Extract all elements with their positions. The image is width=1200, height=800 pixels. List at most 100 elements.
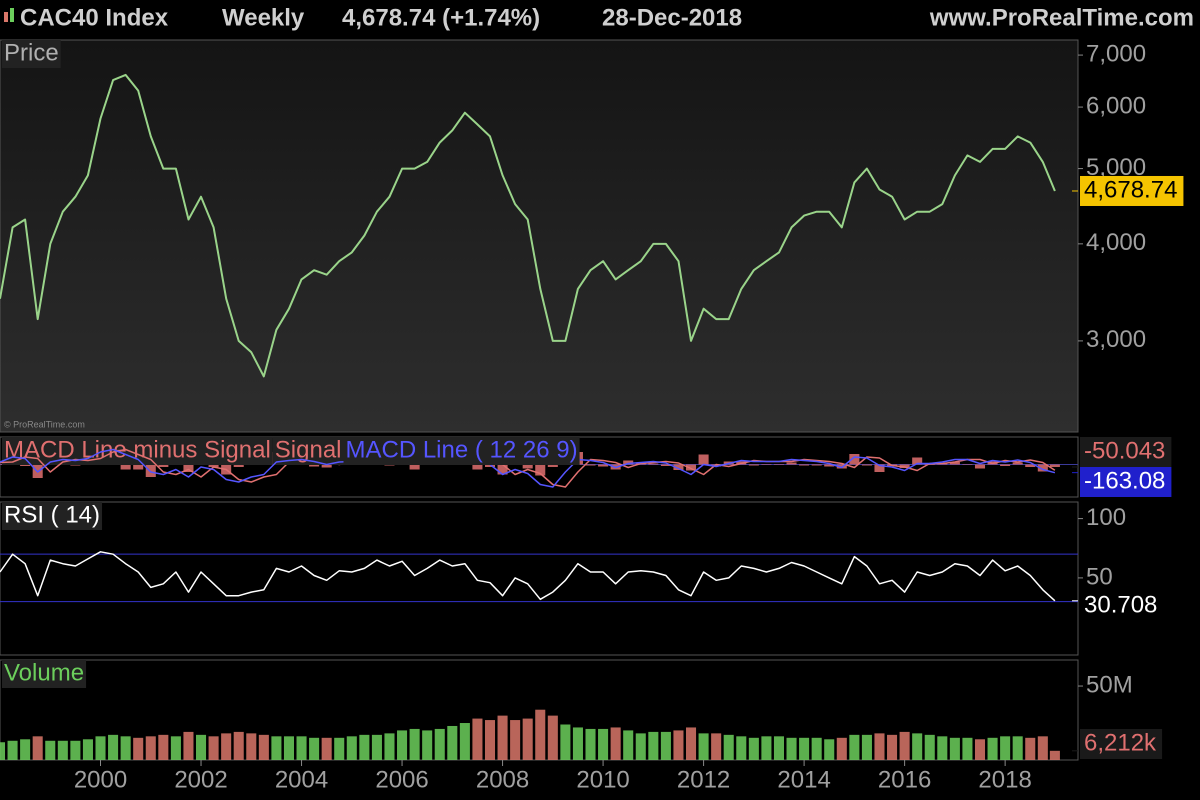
panel: 50M Volume 6,212k — [0, 659, 1163, 760]
y-tick-label: 50M — [1086, 671, 1133, 698]
legend-bg — [343, 437, 580, 465]
bar — [1037, 736, 1048, 760]
bar — [887, 734, 898, 760]
bar — [799, 737, 810, 760]
bar — [711, 733, 722, 760]
bar — [861, 734, 872, 760]
bar — [572, 727, 583, 760]
y-tick-label: 100 — [1086, 504, 1126, 531]
series-line — [0, 73, 1056, 378]
bar — [773, 736, 784, 760]
bar — [974, 739, 986, 760]
bar — [836, 737, 847, 760]
bar — [849, 454, 860, 465]
legend-bg — [2, 40, 61, 68]
bar — [522, 718, 533, 760]
rsi-panel — [0, 501, 1079, 656]
y-tick-label: 3,000 — [1086, 326, 1146, 353]
bar — [120, 464, 131, 470]
legend-label: RSI ( 14) — [4, 501, 100, 528]
bar — [497, 464, 508, 475]
bar — [1049, 464, 1060, 468]
bar — [271, 736, 282, 760]
bar — [221, 733, 232, 760]
legend-label: Volume — [4, 659, 84, 686]
instrument: CAC40 Index — [20, 4, 169, 31]
bar — [899, 731, 910, 760]
quote: 4,678.74 (+1.74%) — [342, 4, 540, 31]
current-bg — [1080, 591, 1164, 621]
bar — [824, 739, 835, 760]
bar — [547, 715, 558, 760]
bar — [208, 464, 219, 467]
bar — [773, 464, 784, 465]
bar — [1037, 464, 1048, 472]
bar — [535, 464, 546, 476]
bar — [20, 739, 31, 760]
bar — [987, 737, 998, 760]
bar — [736, 736, 747, 760]
bar — [799, 464, 810, 466]
bar — [547, 464, 558, 467]
bar — [133, 737, 144, 760]
bar — [472, 718, 483, 760]
bar — [145, 736, 156, 760]
bar — [1000, 464, 1011, 466]
legend-label: Signal — [275, 436, 342, 463]
bar — [145, 464, 156, 477]
bar — [1025, 464, 1036, 467]
bar — [20, 464, 31, 466]
bar — [648, 463, 659, 465]
watermark: © ProRealTime.com — [4, 419, 85, 429]
bar — [723, 734, 734, 760]
bar — [158, 464, 169, 467]
bar — [560, 724, 571, 760]
bar — [283, 736, 294, 760]
bar — [321, 464, 332, 468]
bar — [397, 730, 408, 760]
bar — [535, 709, 546, 760]
current-bg — [1080, 467, 1172, 497]
bar — [309, 737, 320, 760]
period: Weekly — [222, 4, 305, 31]
bar — [1000, 736, 1011, 760]
bar — [962, 737, 973, 760]
bar — [673, 464, 684, 470]
bar — [233, 731, 244, 760]
bar — [70, 740, 81, 760]
current-bg — [1080, 437, 1172, 467]
bar — [510, 720, 521, 760]
bar — [1049, 750, 1060, 760]
bar — [246, 733, 257, 760]
header: CAC40 Index Weekly 4,678.74 (+1.74%) 28-… — [4, 4, 1194, 31]
legend-label: MACD Line ( 12 26 9) — [346, 436, 578, 463]
bar — [660, 731, 671, 760]
x-tick-label: 2000 — [74, 766, 127, 793]
series-line — [0, 448, 1056, 488]
x-tick-label: 2010 — [576, 766, 629, 793]
bar — [874, 464, 885, 472]
x-tick-label: 2002 — [174, 766, 227, 793]
legend-bg — [2, 437, 273, 465]
bar — [346, 736, 357, 760]
legend-bg — [2, 660, 87, 688]
series-line — [0, 551, 1056, 602]
bar — [183, 731, 194, 760]
bar — [108, 734, 119, 760]
bar — [422, 730, 433, 760]
bar — [1012, 462, 1023, 465]
bar — [296, 736, 307, 760]
bar — [321, 737, 332, 760]
bar — [786, 462, 797, 465]
bar — [912, 457, 923, 465]
current-label: -163.08 — [1084, 467, 1165, 494]
bar — [170, 736, 181, 760]
bar — [686, 464, 697, 471]
x-tick-label: 2018 — [978, 766, 1031, 793]
bar — [158, 734, 169, 760]
y-tick-label: 7,000 — [1086, 40, 1146, 67]
x-tick-label: 2016 — [878, 766, 931, 793]
